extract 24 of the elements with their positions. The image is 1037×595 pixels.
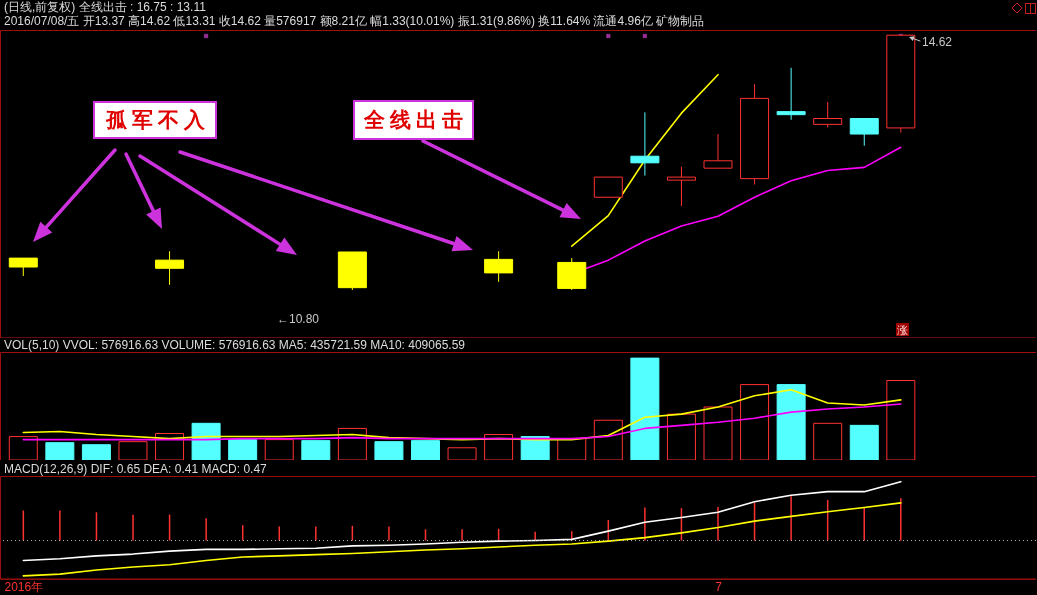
- bar: [374, 441, 404, 460]
- chart-subtitle: 2016/07/08/五 开13.37 高14.62 低13.31 收14.62 量576917 额8.21亿 幅1.33(10.01%) 振1.31(9.86%) 换11.64% 流通4.96亿 矿物制品: [4, 14, 705, 28]
- chart-title: (日线,前复权) 全线出击 : 16.75 : 13.11: [4, 0, 206, 14]
- bar: [45, 442, 75, 460]
- bar: [301, 440, 331, 460]
- bar: [849, 424, 879, 460]
- bar: [776, 384, 806, 460]
- x-tick-label: 2016年: [4, 580, 44, 595]
- bar: [410, 440, 440, 460]
- text: ←10.80: [277, 312, 320, 326]
- bar: [191, 422, 221, 460]
- annotation: 孤军不入: [104, 106, 210, 134]
- annotation: 全线出击: [363, 106, 468, 134]
- bar: [228, 439, 258, 460]
- chart-title: MACD(12,26,9) DIF: 0.65 DEA: 0.41 MACD: 0.47: [4, 462, 267, 476]
- text: 14.62: [922, 35, 953, 49]
- candlestick: [813, 101, 843, 128]
- x-tick-label: 7: [715, 580, 723, 595]
- candlestick: [776, 67, 806, 121]
- candlestick: [630, 111, 660, 177]
- candlestick: [666, 166, 696, 207]
- chart-title: VOL(5,10) VVOL: 576916.63 VOLUME: 576916.63 MA5: 435721.59 MA10: 409065.59: [4, 338, 465, 352]
- bar: [630, 357, 660, 460]
- bar: [81, 444, 111, 460]
